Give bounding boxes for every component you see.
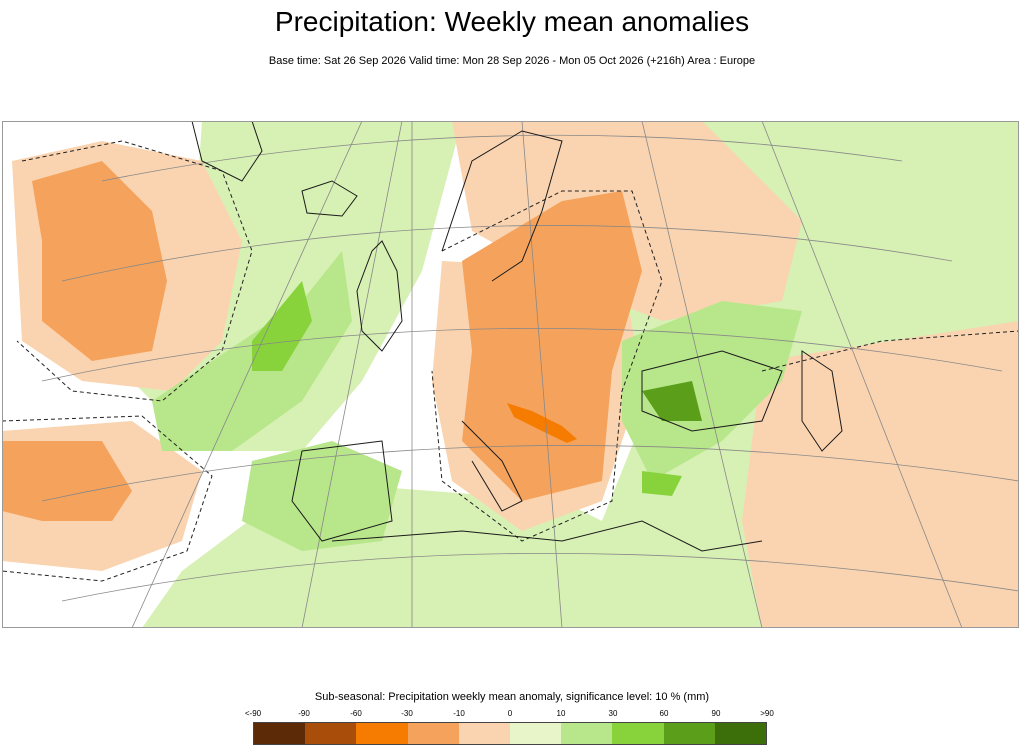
significance-contours [1, 140, 1020, 582]
anomaly-region-wet-mid-south [242, 441, 402, 551]
anomaly-region-dry-light-southeast [742, 321, 1019, 628]
legend-swatch [407, 723, 459, 744]
latitude-line-south [61, 552, 1020, 602]
legend-tick: -10 [453, 709, 465, 718]
graticule [41, 120, 1020, 629]
anomaly-region-dry-strong-adriatic [507, 403, 577, 443]
meridian-line-west [301, 120, 403, 629]
precipitation-anomaly-map [1, 120, 1020, 629]
coastline-black-sea [641, 350, 783, 432]
chart-title: Precipitation: Weekly mean anomalies [274, 6, 750, 37]
meridian-line-far-east [641, 120, 763, 629]
legend-tick: <-90 [244, 709, 262, 718]
legend-tick: -90 [298, 709, 310, 718]
legend-swatch [254, 723, 306, 744]
meridian-line-far-west [131, 120, 363, 629]
coastline-british-isles [356, 240, 403, 352]
anomaly-region-dry-mid-southwest [2, 441, 132, 521]
legend-tick: >90 [760, 709, 774, 718]
anomaly-region-dry-mid-west [32, 161, 167, 361]
legend-title: Sub-seasonal: Precipitation weekly mean … [314, 691, 710, 703]
legend-tick: -60 [350, 709, 362, 718]
legend-color-bar [253, 722, 767, 745]
legend-ticks: <-90 -90 -60 -30 -10 0 10 30 60 90 >90 [230, 709, 790, 721]
coastline-mediterranean [331, 520, 763, 552]
legend-tick: 30 [608, 709, 618, 718]
legend-swatch [356, 723, 408, 744]
coastline-greenland [191, 120, 263, 182]
meridian-line-outer-east [761, 120, 963, 629]
legend-swatch [714, 723, 767, 744]
legend-tick: -30 [401, 709, 413, 718]
anomaly-region-wet-dark-blacksea [642, 381, 702, 421]
latitude-line-north [101, 134, 903, 182]
legend-tick: 90 [711, 709, 721, 718]
anomaly-region-wet-mid-blacksea [622, 301, 802, 481]
coastline-iberia [291, 440, 393, 542]
legend-swatch [663, 723, 715, 744]
anomaly-region-wet-strong-atlantic [252, 281, 312, 371]
legend-swatch [510, 723, 562, 744]
coastlines [191, 120, 843, 552]
legend-tick: 0 [507, 709, 513, 718]
legend-tick: 10 [556, 709, 566, 718]
latitude-line-mid [41, 327, 1003, 382]
latitude-line-upper [61, 225, 953, 282]
coastline-iceland [301, 180, 358, 217]
coastline-italy [461, 420, 523, 512]
legend-swatch [612, 723, 664, 744]
legend-swatch [458, 723, 511, 744]
legend-swatch [561, 723, 613, 744]
meridian-line-east [521, 120, 563, 629]
contour-central [431, 190, 663, 542]
legend-swatch [305, 723, 357, 744]
contour-west [16, 140, 253, 402]
legend-tick: 60 [659, 709, 669, 718]
latitude-line-lower [41, 445, 1020, 502]
anomaly-region-dry-mid-central [462, 191, 642, 501]
anomaly-region-wet-strong-aegean [642, 471, 682, 496]
coastline-scandinavia [441, 130, 563, 282]
chart-subtitle: Base time: Sat 26 Sep 2026 Valid time: M… [268, 55, 756, 67]
map-frame [2, 121, 1019, 628]
coastline-caspian [801, 350, 843, 452]
